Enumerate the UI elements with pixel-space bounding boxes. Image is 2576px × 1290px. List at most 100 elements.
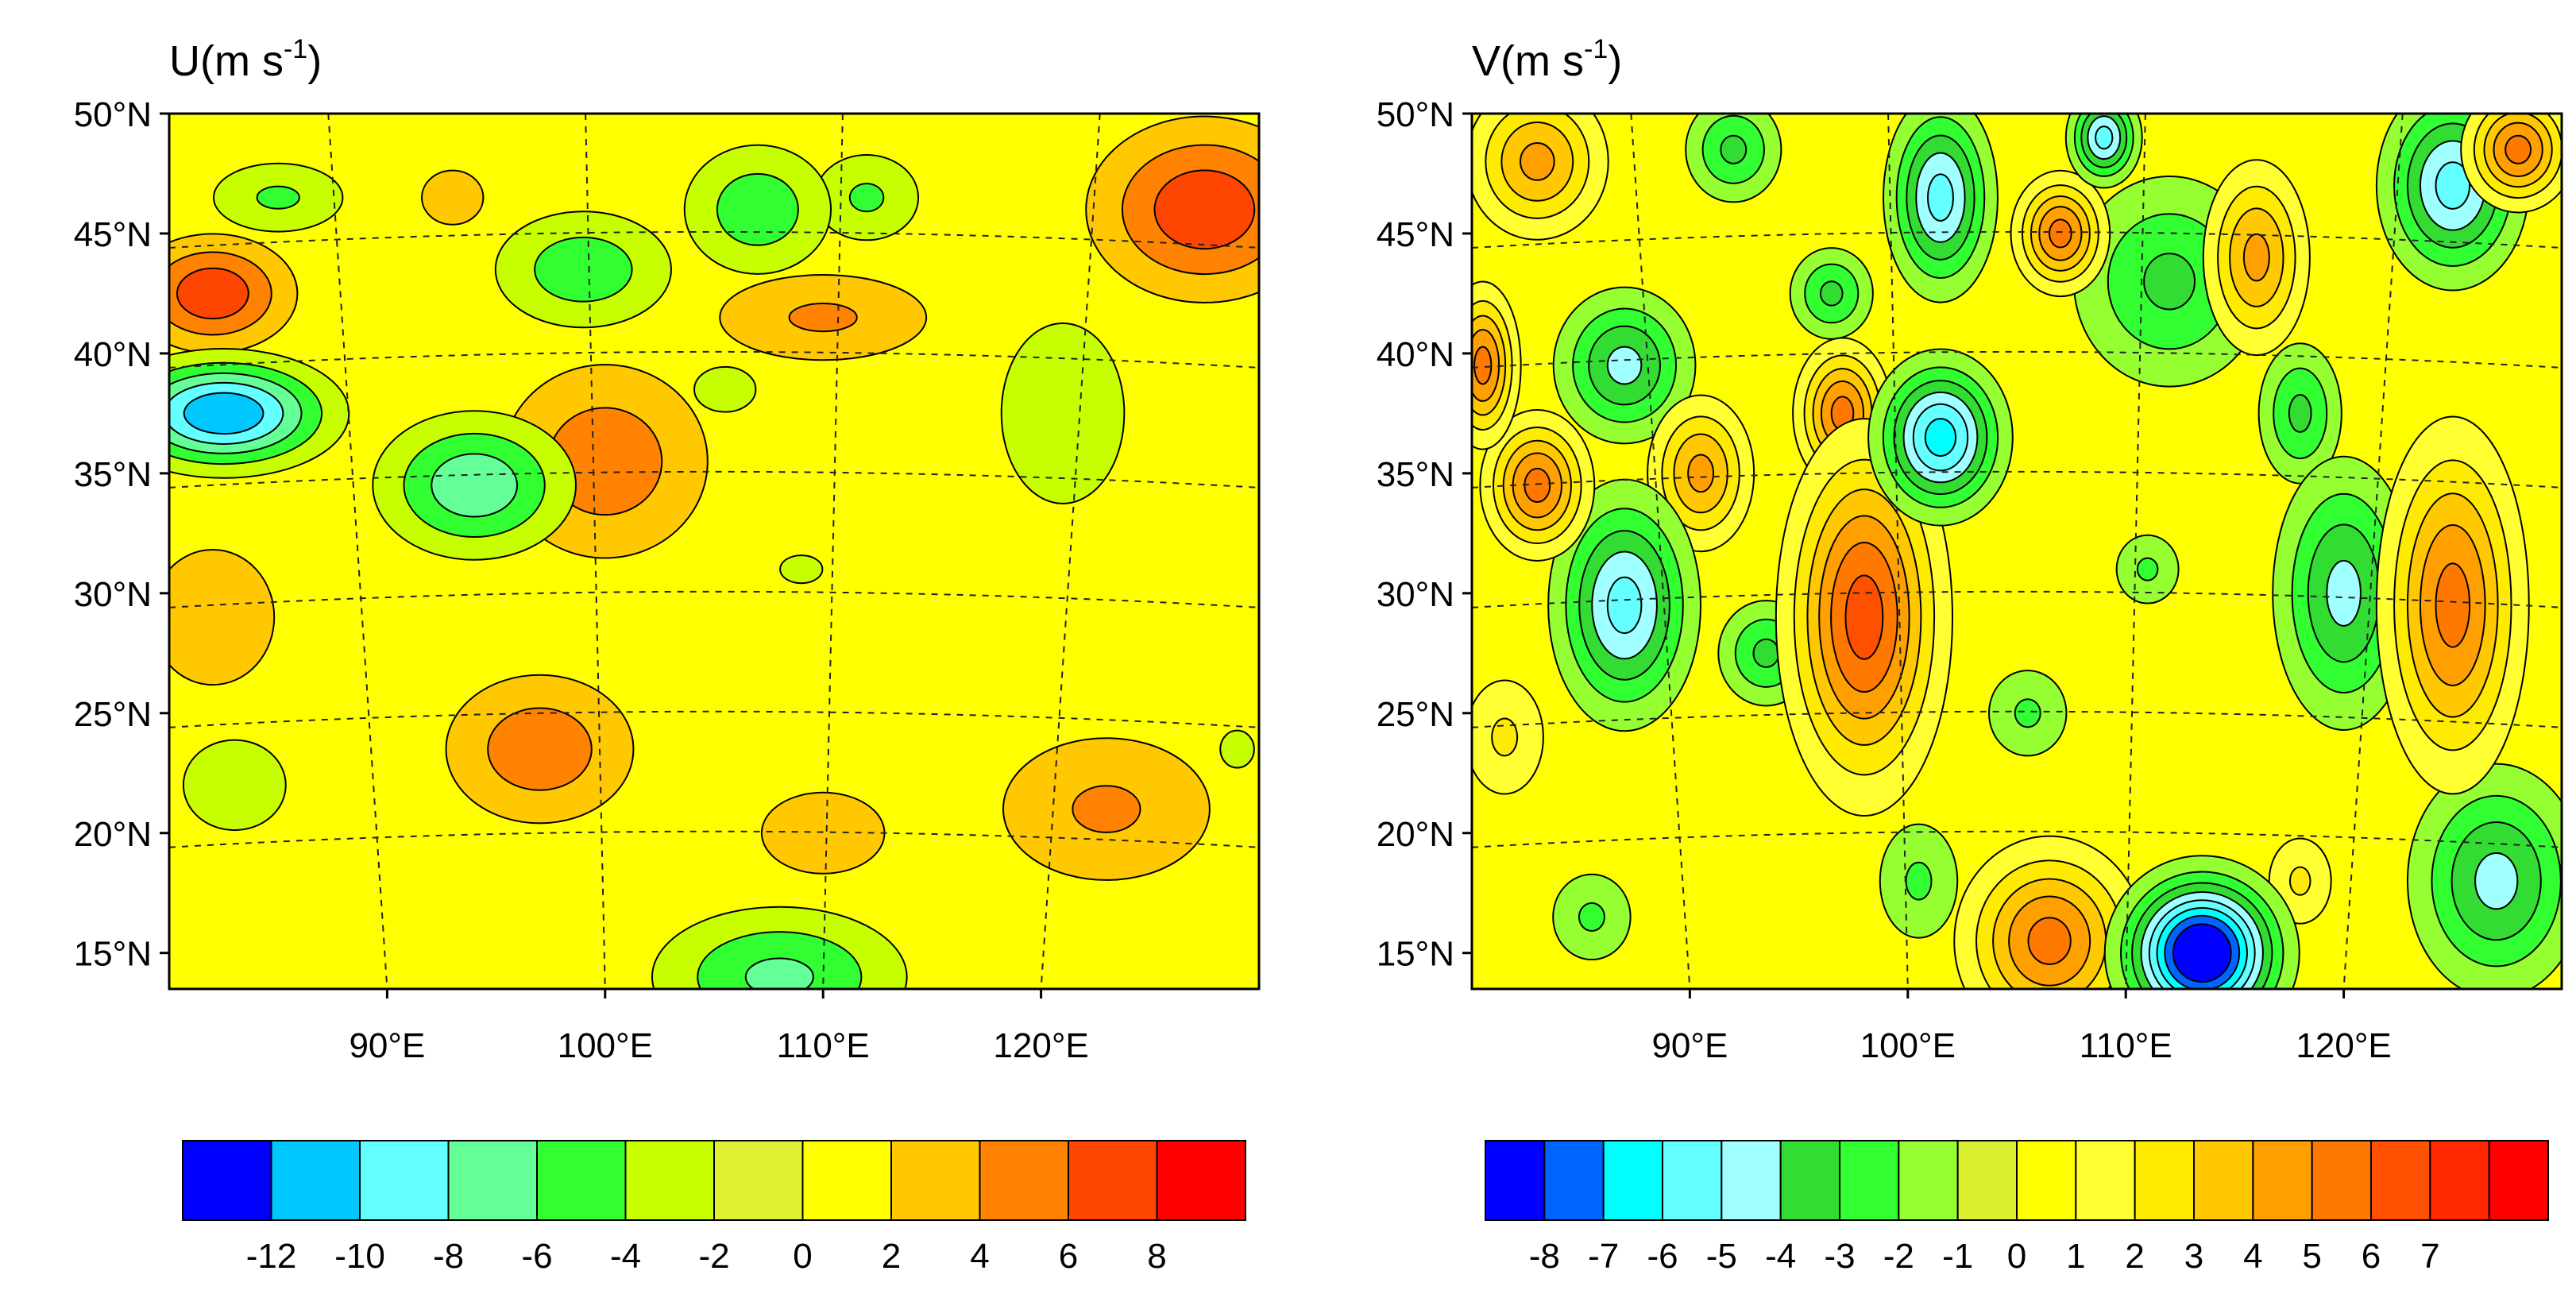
v-colorbar-box-0 [1485, 1140, 1546, 1221]
v-colorbar-box-16 [2429, 1140, 2490, 1221]
v-field [1472, 114, 2562, 989]
u-axis-ticks [160, 112, 1043, 998]
v-colorbar-label-0: -8 [1529, 1237, 1560, 1276]
v-colorbar-label-9: 1 [2066, 1237, 2085, 1276]
u-lat-label-5: 25°N [74, 695, 152, 734]
v-colorbar-label-11: 3 [2184, 1237, 2203, 1276]
v-contour-13-3 [1606, 346, 1643, 385]
v-lat-label-1: 45°N [1377, 215, 1454, 254]
v-lon-label-3: 120°E [2296, 1026, 2391, 1065]
v-contour-30-7 [2172, 923, 2232, 983]
v-contour-14-3 [1687, 454, 1715, 493]
v-contour-1-1 [2014, 698, 2041, 728]
v-contour-10-2 [1752, 638, 1780, 668]
v-contour-26-4 [1524, 467, 1551, 504]
v-colorbar-box-11 [2134, 1140, 2196, 1221]
v-colorbar-box-1 [1543, 1140, 1605, 1221]
v-axis-ticks [1462, 112, 2346, 998]
u-field [169, 114, 1259, 989]
u-colorbar-label-9: 6 [1059, 1237, 1078, 1276]
u-lon-label-1: 100°E [558, 1026, 653, 1065]
u-colorbar-label-8: 4 [970, 1237, 989, 1276]
v-lat-label-2: 40°N [1377, 335, 1454, 374]
v-colorbar-box-3 [1662, 1140, 1723, 1221]
v-contour-27-4 [1473, 346, 1493, 385]
u-contour-19-2 [1153, 169, 1256, 250]
v-colorbar-label-1: -7 [1588, 1237, 1619, 1276]
v-contour-6-2 [2143, 253, 2196, 311]
v-colorbar-label-6: -2 [1883, 1237, 1914, 1276]
u-colorbar-box-9 [979, 1140, 1069, 1221]
v-colorbar [1485, 1140, 2550, 1221]
u-colorbar-box-7 [801, 1140, 892, 1221]
u-lon-label-3: 120°E [993, 1026, 1088, 1065]
u-contour-17-2 [176, 267, 249, 320]
u-colorbar-label-1: -10 [334, 1237, 385, 1276]
v-lat-label-7: 15°N [1377, 935, 1454, 974]
u-colorbar-label-2: -8 [433, 1237, 464, 1276]
u-contour-13-1 [534, 236, 633, 303]
u-lon-label-2: 110°E [777, 1026, 870, 1065]
v-colorbar-label-7: -1 [1942, 1237, 1973, 1276]
v-contour-24-4 [2095, 126, 2114, 150]
u-contour-15-1 [487, 707, 593, 791]
v-contour-15-3 [1520, 141, 1555, 181]
v-contour-8-2 [1819, 280, 1844, 307]
u-colorbar-box-8 [890, 1140, 981, 1221]
u-colorbar-label-3: -6 [521, 1237, 552, 1276]
v-contour-5-1 [1491, 717, 1519, 757]
v-longitude-labels: 90°E 100°E 110°E 120°E [1651, 1026, 2391, 1065]
v-contour-12-3 [2242, 233, 2270, 282]
v-contour-fills [1472, 114, 2562, 989]
v-colorbar-label-14: 6 [2362, 1237, 2381, 1276]
u-contour-2-0 [1000, 322, 1126, 504]
v-colorbar-label-10: 2 [2125, 1237, 2144, 1276]
u-latitude-labels: 50°N 45°N 40°N 35°N 30°N 25°N 20°N 15°N [74, 95, 152, 974]
v-colorbar-label-12: 4 [2243, 1237, 2262, 1276]
v-contour-29-5 [1924, 418, 1957, 458]
v-colorbar-box-4 [1721, 1140, 1782, 1221]
v-colorbar-box-9 [2016, 1140, 2077, 1221]
v-map-frame [1470, 112, 2563, 991]
u-contour-9-1 [848, 183, 885, 213]
v-contour-22-4 [2505, 134, 2532, 164]
u-map-frame [168, 112, 1261, 991]
v-lat-label-4: 30°N [1377, 575, 1454, 614]
u-contour-4-0 [169, 548, 276, 686]
v-meridian-1 [1887, 114, 1909, 989]
v-colorbar-label-4: -4 [1765, 1237, 1796, 1276]
v-contour-7-2 [1720, 134, 1748, 164]
v-colorbar-labels: -8 -7 -6 -5 -4 -3 -2 -1 0 1 2 3 4 5 6 7 [1529, 1237, 2440, 1276]
u-colorbar [182, 1140, 1246, 1221]
v-colorbar-label-2: -6 [1647, 1237, 1678, 1276]
u-graticule [169, 114, 1259, 989]
v-colorbar-box-17 [2488, 1140, 2550, 1221]
u-longitude-labels: 90°E 100°E 110°E 120°E [349, 1026, 1088, 1065]
u-contour-7-0 [421, 169, 485, 226]
u-contour-0-0 [779, 554, 824, 585]
v-lat-label-3: 35°N [1377, 455, 1454, 494]
v-colorbar-label-8: 0 [2007, 1237, 2026, 1276]
u-contour-3-0 [760, 791, 886, 875]
v-latitude-labels: 50°N 45°N 40°N 35°N 30°N 25°N 20°N 15°N [1377, 95, 1454, 974]
v-lat-label-0: 50°N [1377, 95, 1454, 134]
u-contour-18-2 [431, 453, 519, 518]
u-lat-label-4: 30°N [74, 575, 152, 614]
v-lat-label-6: 20°N [1377, 815, 1454, 854]
v-colorbar-box-6 [1839, 1140, 1900, 1221]
v-lon-label-0: 90°E [1651, 1026, 1728, 1065]
v-colorbar-box-13 [2252, 1140, 2313, 1221]
v-lon-label-1: 100°E [1860, 1026, 1956, 1065]
u-contour-11-1 [1072, 785, 1141, 833]
v-colorbar-label-13: 5 [2302, 1237, 2321, 1276]
u-contour-5-0 [182, 739, 287, 832]
u-contour-20-4 [183, 392, 265, 435]
v-contour-21-4 [2435, 161, 2471, 210]
v-contour-4-1 [1578, 902, 1605, 932]
v-wind-panel: V(m s-1) 50°N 45°N 40°N 35°N 30°N 25°N 20°N 15°… [1377, 34, 2563, 1276]
v-contour-2-1 [2136, 557, 2159, 581]
v-colorbar-box-7 [1898, 1140, 1959, 1221]
v-contour-28-5 [1844, 574, 1884, 660]
u-colorbar-box-2 [359, 1140, 450, 1221]
